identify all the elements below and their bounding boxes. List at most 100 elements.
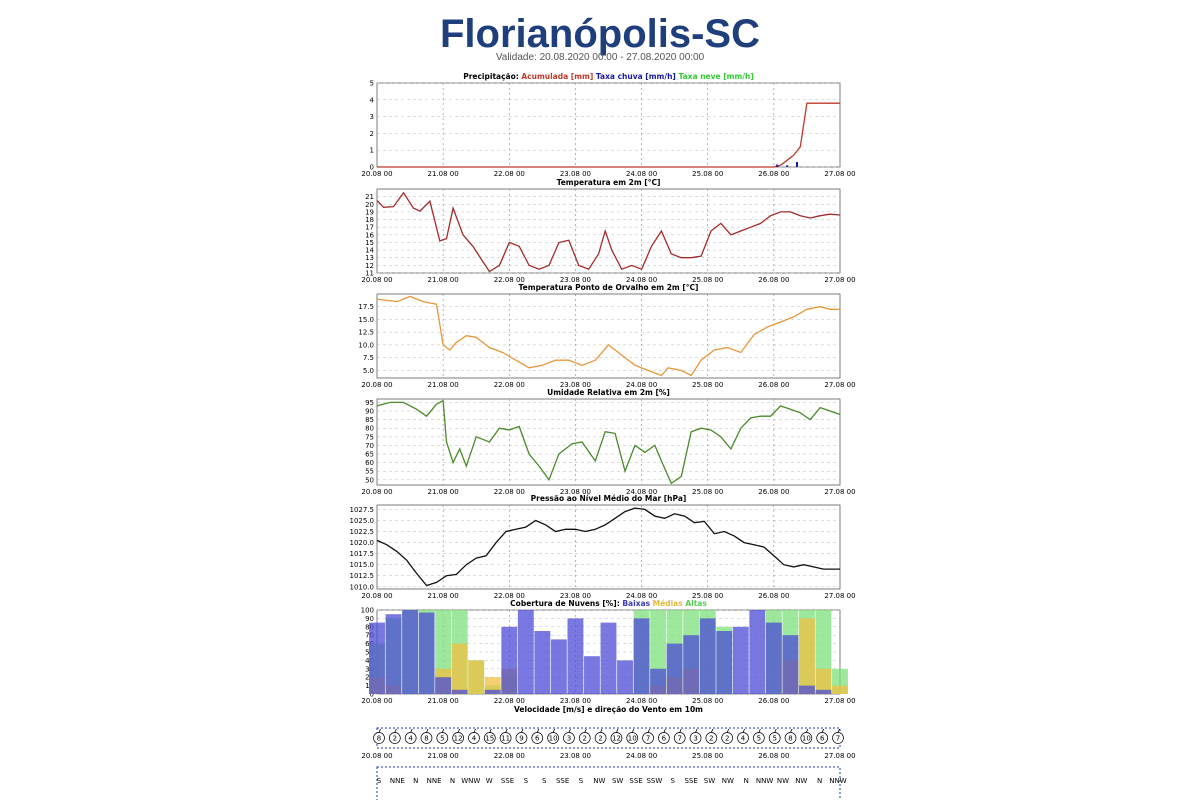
wind-speed-label: 3 bbox=[567, 735, 571, 743]
y-tick-label: 85 bbox=[365, 416, 374, 424]
wind-arrow bbox=[410, 728, 413, 733]
cloud-bar-baixas bbox=[617, 660, 633, 694]
x-tick-label: 25.08 00 bbox=[692, 276, 723, 284]
x-tick-label: 26.08 00 bbox=[758, 752, 789, 760]
chart-title-part: Altas bbox=[683, 599, 708, 608]
wind-direction-label: SSE bbox=[684, 777, 697, 785]
wind-direction-label: N bbox=[413, 777, 418, 785]
wind-speed-label: 15 bbox=[485, 735, 494, 743]
wind-direction-label: W bbox=[486, 777, 493, 785]
y-tick-label: 5.0 bbox=[363, 367, 374, 375]
cloud-bar-baixas bbox=[600, 622, 617, 694]
wind-direction-label: NW bbox=[777, 777, 789, 785]
cloud-bar-baixas bbox=[517, 610, 534, 694]
y-tick-label: 1015.0 bbox=[350, 561, 375, 569]
chart-temp: Temperatura em 2m [°C] 111213141516171819… bbox=[361, 178, 855, 284]
chart-title: Temperatura Ponto de Orvalho em 2m [°C] bbox=[519, 283, 699, 292]
chart-title-part: Pressão ao Nível Médio do Mar [hPa] bbox=[531, 494, 687, 503]
y-tick-label: 80 bbox=[365, 425, 374, 433]
y-tick-label: 7.5 bbox=[363, 354, 374, 362]
wind-direction-frame bbox=[376, 766, 841, 800]
chart-title-part: Taxa neve [mm/h] bbox=[676, 72, 754, 81]
rain-rate-bar bbox=[776, 164, 779, 167]
wind-speed-label: 7 bbox=[677, 735, 681, 743]
y-tick-label: 1012.5 bbox=[350, 572, 375, 580]
wind-direction-label: S bbox=[579, 777, 584, 785]
wind-speed-marker bbox=[515, 732, 528, 744]
cloud-bar-médias bbox=[815, 668, 832, 694]
x-tick-label: 22.08 00 bbox=[494, 488, 525, 496]
wind-direction-label: S bbox=[377, 777, 382, 785]
x-tick-label: 20.08 00 bbox=[361, 276, 392, 284]
chart-humidity: Umidade Relativa em 2m [%] 50556065707580… bbox=[361, 388, 855, 496]
x-tick-label: 23.08 00 bbox=[560, 276, 591, 284]
cloud-bar-baixas bbox=[435, 677, 452, 694]
wind-arrow bbox=[726, 728, 730, 733]
series-line bbox=[376, 191, 841, 273]
wind-direction-label: SSE bbox=[556, 777, 569, 785]
x-tick-label: 20.08 00 bbox=[361, 170, 392, 178]
wind-speed-label: 11 bbox=[501, 735, 510, 743]
chart-pressure: Pressão ao Nível Médio do Mar [hPa] 1010.… bbox=[350, 494, 856, 600]
x-tick-label: 20.08 00 bbox=[361, 488, 392, 496]
wind-direction-label: N bbox=[817, 777, 822, 785]
wind-arrow bbox=[805, 728, 809, 733]
wind-direction-label: S bbox=[671, 777, 676, 785]
wind-speed-marker bbox=[388, 732, 401, 744]
chart-title-part: Médias bbox=[650, 599, 683, 608]
wind-speed-label: 6 bbox=[662, 735, 667, 743]
cloud-bar-baixas bbox=[501, 626, 518, 694]
wind-arrow bbox=[679, 728, 682, 733]
wind-direction-label: SSE bbox=[501, 777, 514, 785]
x-tick-label: 23.08 00 bbox=[560, 488, 591, 496]
y-tick-label: 100 bbox=[361, 607, 374, 615]
series-line bbox=[376, 399, 841, 485]
validity-period: Validade: 20.08.2020 00:00 - 27.08.2020 … bbox=[495, 52, 705, 63]
cloud-bar-baixas bbox=[484, 689, 501, 694]
wind-direction-label: NNE bbox=[427, 777, 442, 785]
wind-speed-label: 2 bbox=[598, 735, 602, 743]
y-tick-label: 11 bbox=[365, 270, 374, 278]
wind-speed-marker bbox=[483, 732, 496, 744]
chart-wind: Velocidade [m/s] e direção do Vento em 1… bbox=[361, 705, 856, 800]
wind-speed-label: 2 bbox=[393, 735, 397, 743]
chart-title: Cobertura de Nuvens [%]: Baixas Médias A… bbox=[510, 599, 707, 608]
x-tick-label: 25.08 00 bbox=[692, 488, 723, 496]
wind-arrow bbox=[473, 728, 476, 733]
chart-title-part: Taxa chuva [mm/h] bbox=[593, 72, 676, 81]
x-tick-label: 24.08 00 bbox=[626, 592, 657, 600]
x-tick-label: 23.08 00 bbox=[560, 381, 591, 389]
x-tick-label: 21.08 00 bbox=[428, 170, 459, 178]
cloud-bar-baixas bbox=[567, 618, 584, 694]
wind-direction-label: NW bbox=[593, 777, 605, 785]
x-tick-label: 22.08 00 bbox=[494, 697, 525, 705]
wind-speed-label: 8 bbox=[788, 735, 792, 743]
wind-direction-label: N bbox=[450, 777, 455, 785]
wind-speed-marker bbox=[673, 732, 686, 744]
chart-title-part: Cobertura de Nuvens [%]: bbox=[510, 599, 622, 608]
y-tick-label: 20 bbox=[365, 201, 374, 209]
x-tick-label: 22.08 00 bbox=[494, 752, 525, 760]
y-tick-label: 55 bbox=[365, 468, 374, 476]
series-line bbox=[376, 507, 840, 587]
chart-title-part: Acumulada [mm] bbox=[521, 72, 593, 81]
wind-direction-label: WNW bbox=[461, 777, 480, 785]
cloud-bar-baixas bbox=[650, 668, 667, 694]
wind-arrow bbox=[837, 728, 840, 733]
wind-speed-label: 12 bbox=[612, 735, 621, 743]
x-tick-label: 26.08 00 bbox=[758, 488, 789, 496]
cloud-bar-médias bbox=[798, 618, 815, 694]
chart-title-part: Baixas bbox=[622, 599, 650, 608]
x-tick-label: 21.08 00 bbox=[428, 488, 459, 496]
cloud-bar-baixas bbox=[782, 635, 799, 694]
cloud-bar-baixas bbox=[451, 689, 468, 694]
chart-precip: Precipitação: Acumulada [mm] Taxa chuva … bbox=[361, 72, 855, 178]
x-tick-label: 26.08 00 bbox=[758, 592, 789, 600]
wind-speed-marker bbox=[594, 732, 607, 744]
wind-speed-label: 10 bbox=[628, 735, 637, 743]
chart-title-part: Velocidade [m/s] e direção do Vento em 1… bbox=[514, 705, 703, 714]
wind-arrow bbox=[441, 728, 445, 733]
wind-speed-label: 5 bbox=[440, 735, 444, 743]
plot-frame bbox=[376, 398, 841, 486]
y-tick-label: 65 bbox=[365, 451, 374, 459]
